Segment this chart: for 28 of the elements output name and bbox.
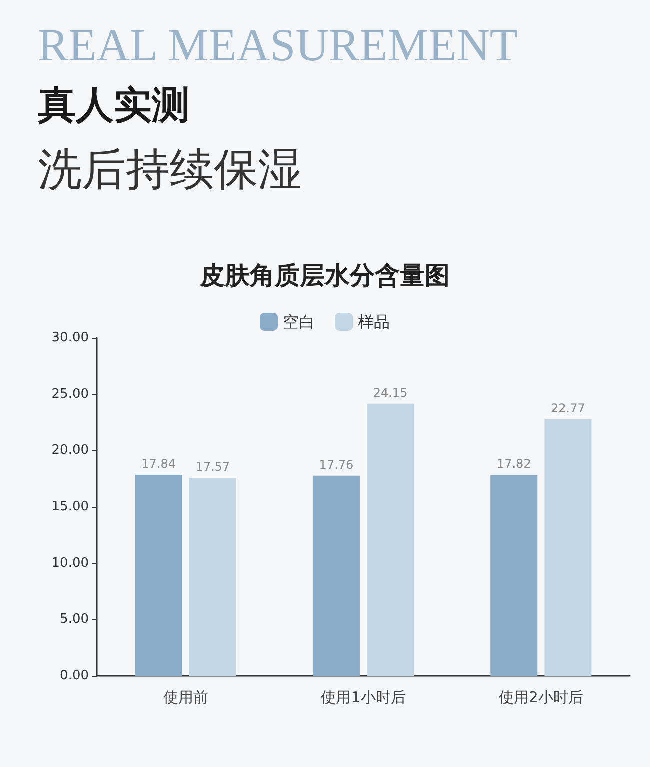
y-tick-label: 0.00 [60,668,89,684]
y-tick-label: 30.00 [52,330,89,346]
bar [544,419,592,676]
data-label: 17.84 [142,457,176,472]
bar [135,475,182,676]
x-tick-label: 使用前 [163,688,208,706]
x-tick-label: 使用1小时后 [321,688,406,706]
data-label: 17.57 [196,460,230,474]
y-tick-label: 20.00 [52,443,89,458]
data-label: 24.15 [373,386,408,400]
y-tick-label: 10.00 [52,556,89,571]
bar [189,478,236,676]
data-label: 22.77 [551,401,586,416]
text: 真人实测 [37,83,190,127]
data-label: 17.82 [496,457,532,472]
text: 洗后持续保湿 [38,144,302,196]
legend-label: 样品 [358,312,390,332]
y-tick-label: 5.00 [60,612,89,628]
bar [490,475,538,676]
y-tick-label: 15.00 [52,500,89,514]
legend-label: 空白 [283,312,315,332]
bar [367,404,414,676]
text: REAL MEASUREMENT [38,20,518,70]
x-tick-label: 使用2小时后 [498,688,584,706]
bar [312,476,360,676]
y-tick-label: 25.00 [52,386,89,402]
data-label: 17.76 [319,458,354,472]
chart-title: 皮肤角质层水分含量图 [199,261,450,290]
